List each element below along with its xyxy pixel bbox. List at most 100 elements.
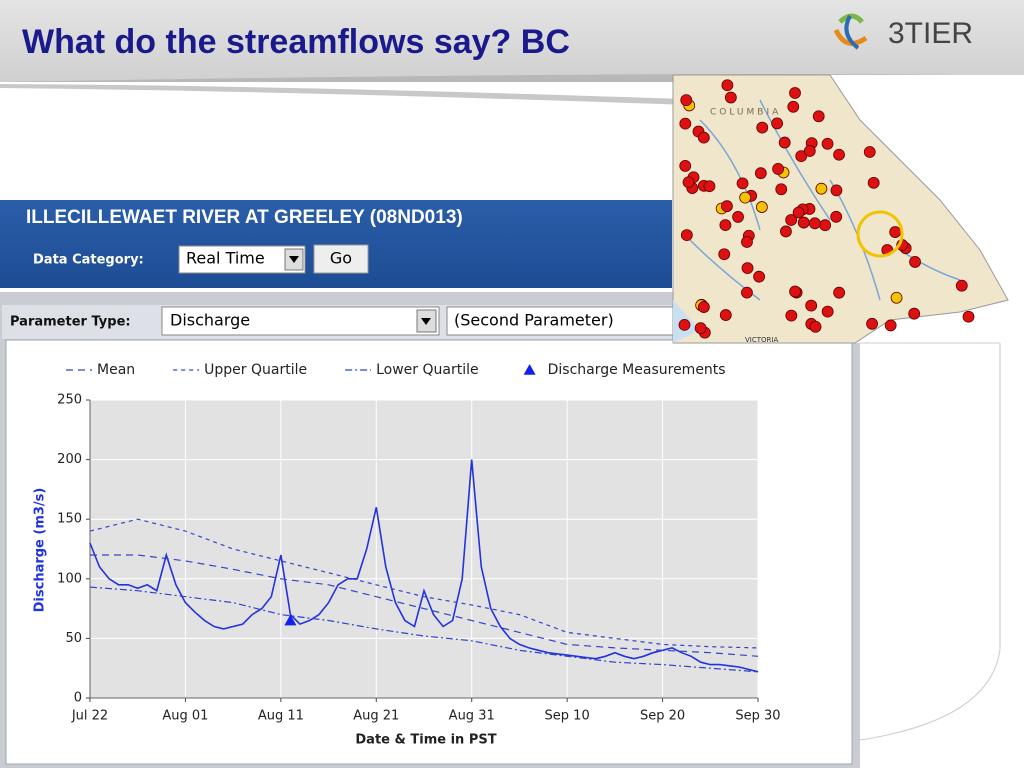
station-dot — [719, 309, 732, 321]
slide-title: What do the streamflows say? BC — [22, 23, 570, 61]
reference-line — [89, 586, 759, 673]
station-dot — [703, 180, 716, 193]
map-label: COLUMBIA — [710, 108, 781, 118]
station-dot — [884, 319, 897, 332]
y-tick-label: 150 — [57, 512, 82, 527]
map: COLUMBIA VICTORIA — [672, 74, 1024, 344]
station-dot — [785, 214, 798, 226]
station-dot — [724, 91, 737, 104]
y-tick-label: 50 — [65, 631, 82, 646]
station-dot — [775, 183, 788, 196]
station-dot — [772, 162, 784, 175]
station-dot — [778, 136, 791, 149]
x-tick-label: Aug 11 — [258, 709, 304, 724]
go-label: Go — [330, 249, 352, 268]
decor-curve — [859, 342, 1001, 741]
station-dot — [830, 210, 843, 223]
station-dot — [866, 317, 878, 330]
station-dot — [787, 100, 800, 113]
station-dot — [815, 182, 828, 195]
station-dot — [789, 285, 801, 298]
parameter-select[interactable] — [161, 306, 440, 336]
parameter-value: Discharge — [170, 311, 250, 330]
legend-label: Lower Quartile — [376, 362, 479, 378]
station-dot — [755, 201, 768, 213]
x-tick-label: Aug 01 — [162, 709, 208, 724]
station-dot — [680, 229, 693, 241]
station-dot — [955, 279, 968, 292]
station-dot — [805, 299, 818, 312]
station-dot — [680, 94, 693, 107]
station-dot — [803, 145, 816, 157]
station-dot — [821, 305, 834, 318]
station-title: ILLECILLEWAET RIVER AT GREELEY (08ND013) — [26, 207, 463, 228]
station-dot — [753, 270, 766, 283]
reference-line — [89, 518, 759, 649]
station-dot — [821, 137, 834, 150]
x-tick-label: Aug 31 — [449, 709, 495, 724]
station-dot — [678, 318, 691, 331]
x-tick-label: Jul 22 — [71, 709, 108, 724]
station-dot — [889, 226, 902, 238]
y-tick-label: 0 — [74, 691, 82, 706]
station-dot — [833, 148, 845, 161]
parameter-label: Parameter Type: — [10, 315, 131, 330]
chart: 0 50 100 150 200 250 Jul 22 Aug 01 Aug 11 Aug 21 A… — [57, 362, 780, 724]
station-dot — [694, 322, 707, 335]
station-dot — [863, 146, 876, 158]
station-dot — [785, 309, 798, 322]
station-dot — [736, 177, 749, 190]
reference-line — [90, 554, 759, 657]
station-dot — [795, 150, 808, 163]
legend-label: Upper Quartile — [204, 362, 307, 378]
station-dot — [908, 307, 921, 320]
x-tick-label: Sep 20 — [640, 709, 685, 724]
plot-area — [90, 400, 758, 698]
discharge-line — [89, 459, 759, 673]
station-dot — [808, 217, 821, 230]
station-dot — [780, 225, 792, 238]
station-dot — [754, 167, 767, 180]
x-tick-label: Aug 21 — [353, 709, 399, 724]
station-dot — [697, 131, 710, 144]
station-dot — [962, 310, 975, 323]
station-dot — [718, 248, 731, 261]
station-dot — [741, 286, 753, 299]
logo-text: 3TIER — [888, 17, 973, 50]
x-axis-label: Date & Time in PST — [355, 733, 496, 748]
map-label: VICTORIA — [745, 336, 778, 344]
station-dot — [771, 117, 784, 130]
station-dot — [739, 191, 752, 204]
y-tick-label: 200 — [57, 452, 82, 467]
legend-label: Mean — [97, 362, 135, 378]
station-dot — [809, 320, 822, 333]
station-dot — [682, 176, 695, 189]
station-dot — [721, 200, 733, 213]
y-tick-label: 250 — [57, 393, 82, 408]
measurement-marker — [284, 614, 297, 626]
station-dot — [697, 301, 710, 313]
second-parameter-select[interactable] — [446, 306, 678, 336]
station-dot — [719, 219, 732, 231]
station-dot — [679, 160, 692, 172]
x-tick-label: Sep 10 — [545, 709, 590, 724]
station-dot — [909, 256, 921, 268]
x-tick-label: Sep 30 — [735, 709, 780, 724]
station-dot — [741, 262, 754, 275]
y-tick-label: 100 — [57, 571, 82, 586]
station-dot — [679, 117, 692, 130]
swoosh — [0, 84, 1024, 118]
category-select[interactable] — [178, 245, 306, 274]
station-dot — [792, 206, 805, 219]
category-value: Real Time — [186, 249, 265, 268]
second-parameter-value: (Second Parameter) — [454, 311, 614, 330]
go-button[interactable] — [313, 244, 369, 274]
station-dot — [812, 110, 825, 123]
station-dot — [833, 286, 846, 299]
station-dot — [741, 236, 753, 248]
logo-icon — [833, 13, 868, 50]
station-dot — [732, 211, 744, 223]
station-dot — [830, 184, 843, 197]
arrow-icon — [289, 256, 299, 263]
